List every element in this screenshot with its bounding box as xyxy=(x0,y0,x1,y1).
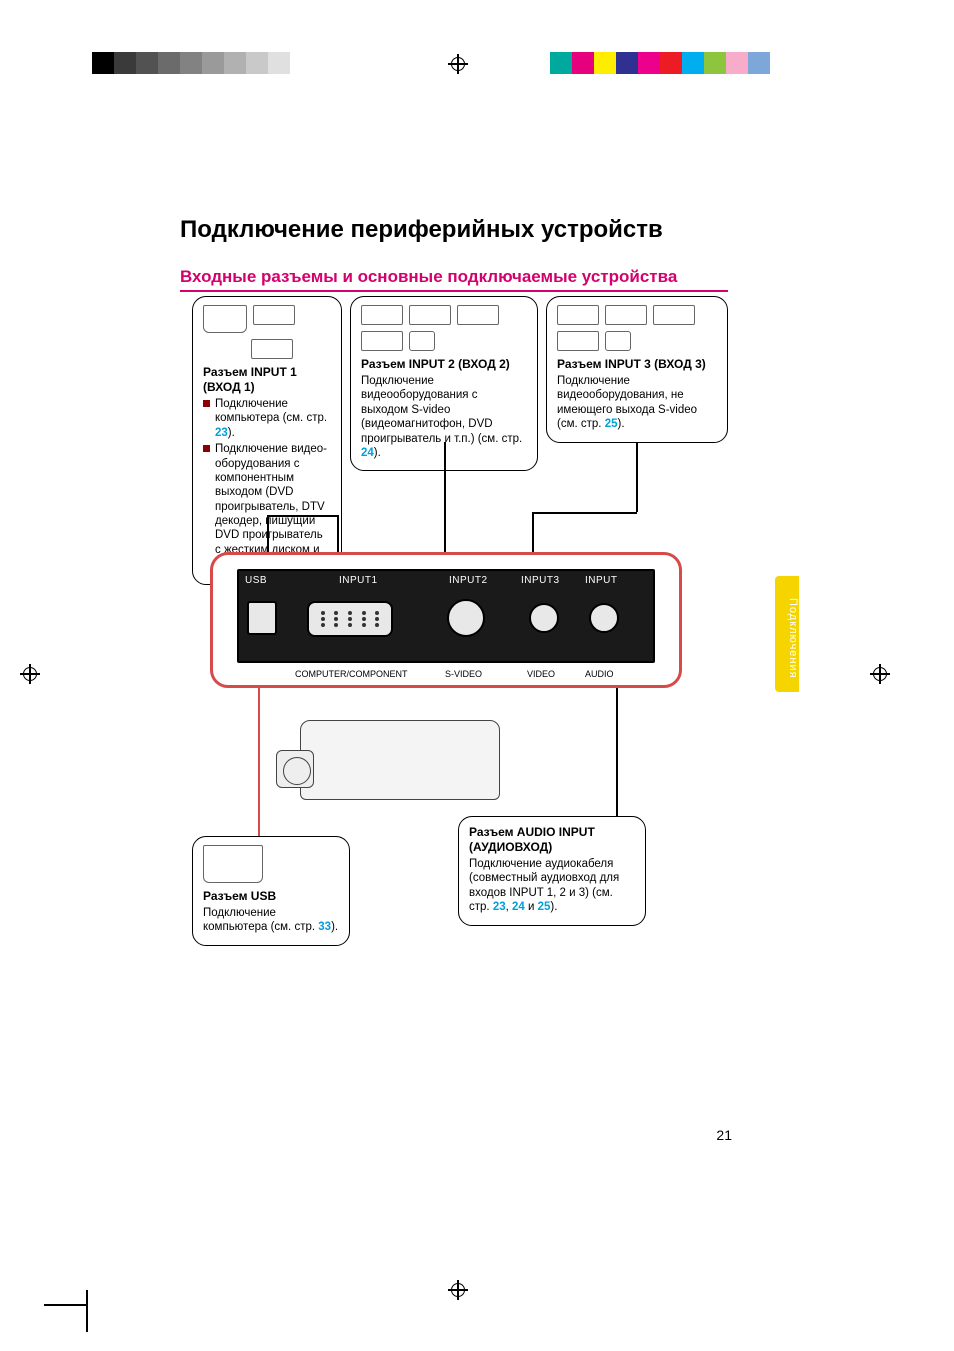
box-input3: Разъем INPUT 3 (ВХОД 3) Подключение виде… xyxy=(546,296,728,443)
dvd-icon xyxy=(605,305,647,325)
page-number: 21 xyxy=(716,1127,732,1143)
connector-panel: USB INPUT1 INPUT2 INPUT3 INPUT COMPUTER/… xyxy=(210,552,682,688)
label-input1: INPUT1 xyxy=(339,575,378,586)
crop-mark xyxy=(86,1290,88,1332)
port-vga xyxy=(307,601,393,637)
device-icons xyxy=(361,305,527,351)
registration-mark-icon xyxy=(870,664,890,684)
box-title: Разъем INPUT 3 (ВХОД 3) xyxy=(557,357,717,372)
section-subtitle: Входные разъемы и основные подключаемые … xyxy=(180,267,728,292)
laptop-icon xyxy=(203,305,247,333)
vcr-icon xyxy=(557,305,599,325)
section-tab: Подключения xyxy=(775,576,799,692)
connector-line xyxy=(258,688,260,838)
connector-line xyxy=(616,688,618,816)
camcorder-icon xyxy=(409,331,435,351)
connector-line xyxy=(636,442,638,512)
gray-swatches xyxy=(92,52,290,74)
vcr-icon xyxy=(253,305,295,325)
color-swatches xyxy=(550,52,770,74)
box-title: Разъем INPUT 2 (ВХОД 2) xyxy=(361,357,527,372)
page-ref: 23 xyxy=(493,901,506,913)
port-svideo xyxy=(447,599,485,637)
camcorder-icon xyxy=(605,331,631,351)
box-title: Разъем AUDIO INPUT (АУДИОВХОД) xyxy=(469,825,635,855)
panel-face: USB INPUT1 INPUT2 INPUT3 INPUT COMPUTER/… xyxy=(237,569,655,663)
recorder-icon xyxy=(653,305,695,325)
box-body: Подключение видеооборудования, не имеюще… xyxy=(557,374,717,432)
registration-mark-icon xyxy=(448,54,468,74)
page-title: Подключение периферийных устройств xyxy=(180,216,663,244)
label-input4: INPUT xyxy=(585,575,618,586)
page-ref: 25 xyxy=(538,901,551,913)
label-input3: INPUT3 xyxy=(521,575,560,586)
box-usb: Разъем USB Подключение компьютера (см. с… xyxy=(192,836,350,946)
list-item: Подключение компьютера (см. стр. 23). xyxy=(203,397,331,440)
dvd-icon xyxy=(409,305,451,325)
connector-line xyxy=(532,512,637,514)
box-audio: Разъем AUDIO INPUT (АУДИОВХОД) Подключен… xyxy=(458,816,646,926)
laptop-icon xyxy=(203,845,263,883)
sublabel-svideo: S-VIDEO xyxy=(445,669,482,679)
port-usb xyxy=(247,601,277,635)
box-body: Подключение компьютера (см. стр. 33). xyxy=(203,906,339,935)
sublabel-computer: COMPUTER/COMPONENT xyxy=(295,669,408,679)
vga-pins-icon xyxy=(317,611,383,627)
deck-icon xyxy=(361,331,403,351)
device-icons xyxy=(557,305,717,351)
connector-line xyxy=(444,442,446,566)
registration-mark-icon xyxy=(448,1280,468,1300)
vcr-icon xyxy=(361,305,403,325)
connector-line xyxy=(267,515,337,517)
device-icons xyxy=(203,845,339,883)
sublabel-video: VIDEO xyxy=(527,669,555,679)
recorder-icon xyxy=(457,305,499,325)
label-input2: INPUT2 xyxy=(449,575,488,586)
label-usb: USB xyxy=(245,575,267,586)
dvd-icon xyxy=(251,339,293,359)
crop-mark xyxy=(44,1304,86,1306)
box-body: Подключение аудиокабеля (совместный ауди… xyxy=(469,857,635,915)
port-audio xyxy=(589,603,619,633)
box-title: Разъем INPUT 1 (ВХОД 1) xyxy=(203,365,331,395)
device-icons xyxy=(203,305,331,359)
port-video xyxy=(529,603,559,633)
page-ref: 24 xyxy=(512,901,525,913)
projector-illustration xyxy=(270,700,520,820)
page-ref: 24 xyxy=(361,447,374,459)
registration-mark-icon xyxy=(20,664,40,684)
page-ref: 25 xyxy=(605,418,618,430)
box-title: Разъем USB xyxy=(203,889,339,904)
sublabel-audio: AUDIO xyxy=(585,669,614,679)
connector-line xyxy=(267,515,269,555)
page-ref: 23 xyxy=(215,427,228,439)
deck-icon xyxy=(557,331,599,351)
page-ref: 33 xyxy=(318,921,331,933)
